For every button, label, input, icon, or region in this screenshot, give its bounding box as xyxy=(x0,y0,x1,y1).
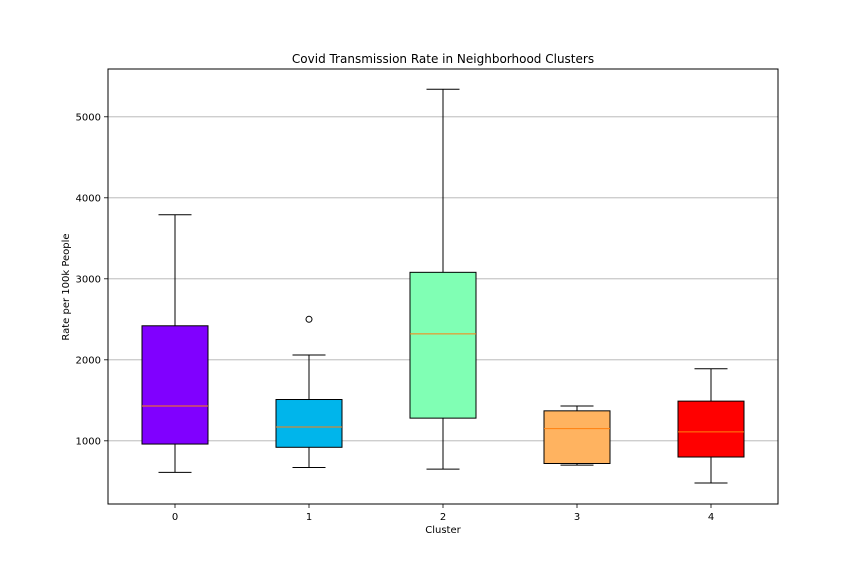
x-axis-label: Cluster xyxy=(425,525,461,536)
chart-title: Covid Transmission Rate in Neighborhood … xyxy=(292,52,594,66)
box-3 xyxy=(543,410,611,464)
x-tick-label: 0 xyxy=(172,512,178,523)
y-axis-ticks: 1000 2000 3000 4000 5000 xyxy=(76,112,108,447)
y-tick-label: 1000 xyxy=(76,436,101,447)
box-2 xyxy=(409,271,477,419)
x-tick-label: 4 xyxy=(708,512,714,523)
x-tick-label: 2 xyxy=(440,512,446,523)
x-tick-label: 3 xyxy=(574,512,580,523)
y-tick-label: 5000 xyxy=(76,112,101,123)
outlier-point xyxy=(305,315,313,323)
box-0 xyxy=(141,325,209,445)
box-4 xyxy=(677,400,745,458)
box-1 xyxy=(275,399,343,448)
x-axis-ticks: 0 1 2 3 4 xyxy=(172,504,714,523)
y-tick-label: 4000 xyxy=(76,193,101,204)
y-axis-label: Rate per 100k People xyxy=(61,233,72,340)
boxes-group xyxy=(141,88,745,484)
y-tick-label: 2000 xyxy=(76,355,101,366)
y-tick-label: 3000 xyxy=(76,274,101,285)
x-tick-label: 1 xyxy=(306,512,312,523)
